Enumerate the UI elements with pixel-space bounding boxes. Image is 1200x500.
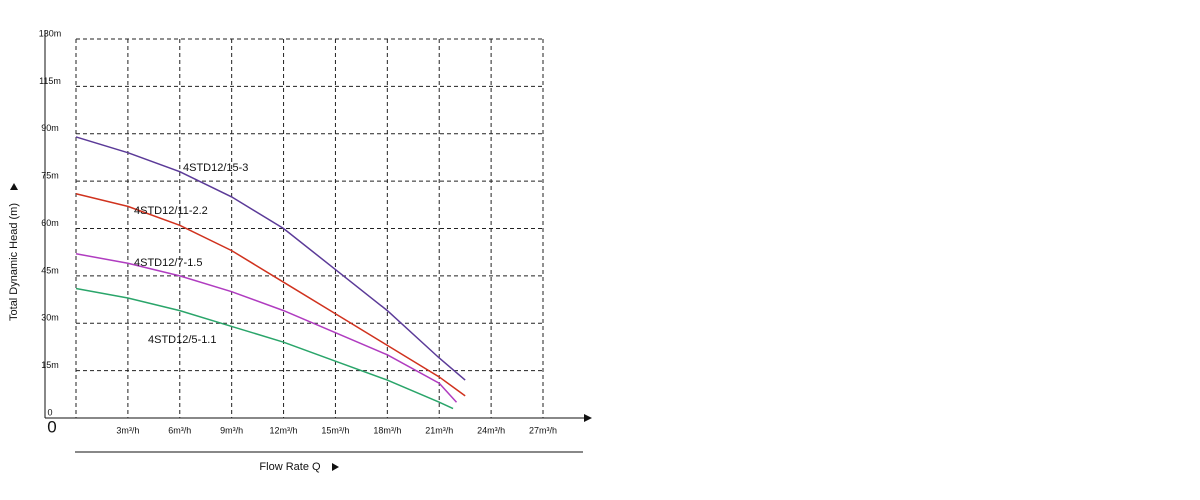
x-tick-label: 3m³/h (116, 425, 139, 435)
y-tick-label: 75m (41, 171, 59, 181)
y-title-arrow (10, 183, 18, 190)
series-line (75, 287, 454, 410)
x-tick-label: 24m³/h (477, 425, 505, 435)
y-tick-label: 130m (39, 28, 62, 38)
origin-label: 0 (47, 417, 56, 436)
series-line (75, 193, 466, 397)
x-title-arrow (332, 463, 339, 471)
x-tick-label: 9m³/h (220, 425, 243, 435)
x-axis-title: Flow Rate Q (259, 461, 321, 473)
x-tick-label: 27m³/h (529, 425, 557, 435)
y-tick-label: 60m (41, 218, 59, 228)
series-label: 4STD12/5-1.1 (148, 334, 216, 346)
y-axis-title: Total Dynamic Head (m) (8, 203, 20, 321)
y-tick-label: 90m (41, 123, 59, 133)
x-axis-arrow (584, 414, 592, 422)
series-label: 4STD12/7-1.5 (134, 257, 202, 269)
series-label: 4STD12/15-3 (183, 162, 248, 174)
series-label: 4STD12/11-2.2 (134, 205, 208, 217)
x-tick-label: 12m³/h (270, 425, 298, 435)
x-tick-label: 15m³/h (321, 425, 349, 435)
y-tick-label: 45m (41, 265, 59, 275)
x-tick-label: 18m³/h (373, 425, 401, 435)
series-line (75, 253, 458, 403)
y-tick-label: 115m (39, 76, 61, 86)
y-tick-label: 0 (47, 407, 52, 417)
y-tick-label: 30m (41, 313, 59, 323)
x-tick-label: 21m³/h (425, 425, 453, 435)
series-line (75, 136, 466, 381)
x-tick-label: 6m³/h (168, 425, 191, 435)
y-tick-label: 15m (41, 360, 59, 370)
